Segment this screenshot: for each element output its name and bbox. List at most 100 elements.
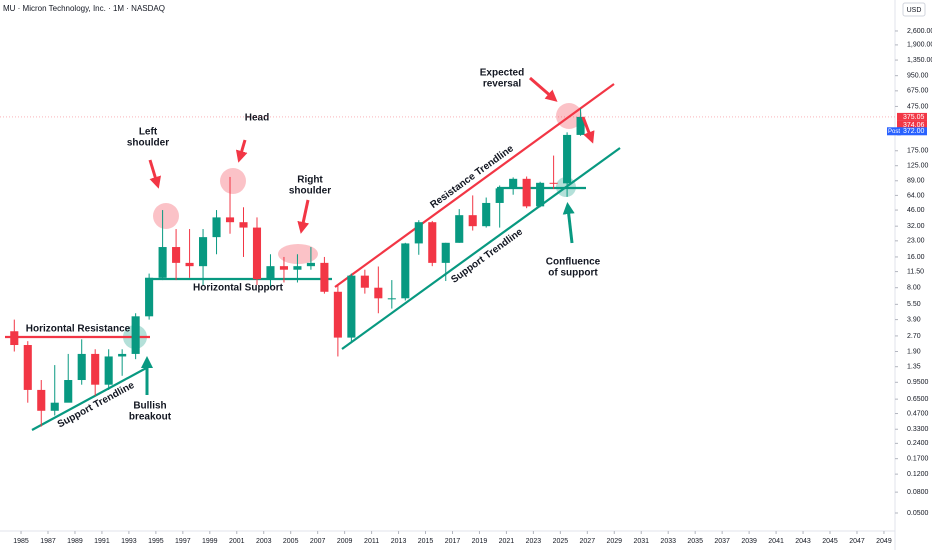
- y-tick-label: 0.9500: [907, 379, 929, 386]
- candle-body: [320, 262, 329, 292]
- arrow: [148, 159, 161, 189]
- candle-body: [333, 291, 342, 338]
- y-tick-label: 0.1200: [907, 471, 929, 478]
- candle-body: [414, 222, 423, 244]
- y-tick-label: 0.6500: [907, 396, 929, 403]
- candle-body: [50, 402, 59, 411]
- candle-body: [482, 202, 491, 227]
- annotation: of support: [548, 268, 598, 279]
- y-tick-label: 0.0500: [907, 510, 929, 517]
- annotation: shoulder: [127, 138, 169, 149]
- x-tick-label: 2001: [229, 538, 245, 545]
- x-tick-label: 2005: [283, 538, 299, 545]
- candle-body: [536, 182, 545, 207]
- arrows: [141, 76, 595, 395]
- candle-body: [279, 266, 288, 270]
- candle-body: [374, 287, 383, 299]
- x-tick-label: 2045: [822, 538, 838, 545]
- x-tick-label: 2019: [472, 538, 488, 545]
- x-tick-label: 2027: [580, 538, 596, 545]
- y-tick-label: 2.70: [907, 333, 921, 340]
- y-tick-label: 1.35: [907, 364, 921, 371]
- arrow: [235, 139, 248, 163]
- candle-body: [172, 247, 181, 263]
- price-tag-label: 375.05: [903, 114, 925, 121]
- candle-body: [455, 215, 464, 243]
- x-tick-label: 2003: [256, 538, 272, 545]
- currency-box[interactable]: [902, 2, 926, 17]
- candle-body: [131, 316, 140, 354]
- x-tick-label: 1987: [40, 538, 56, 545]
- x-tick-label: 1989: [67, 538, 83, 545]
- candle-body: [293, 266, 302, 270]
- arrow: [562, 202, 575, 244]
- candle-body: [158, 247, 167, 278]
- y-tick-label: 89.00: [907, 178, 925, 185]
- annotation: Bullish: [133, 401, 166, 412]
- candle-body: [225, 217, 235, 223]
- y-tick-label: 0.4700: [907, 410, 929, 417]
- support-trendline: [341, 147, 621, 350]
- annotation: Horizontal Support: [193, 283, 284, 294]
- candle-body: [401, 243, 410, 299]
- candle-body: [522, 178, 531, 207]
- y-tick-label: 0.3300: [907, 426, 929, 433]
- candle-body: [37, 389, 46, 411]
- annotation: shoulder: [289, 186, 331, 197]
- y-tick-label: 16.00: [907, 254, 925, 261]
- chart-title: MU · Micron Technology, Inc. · 1M · NASD…: [3, 4, 165, 13]
- candle-body: [360, 275, 369, 288]
- support-trendline: [31, 365, 151, 431]
- x-tick-label: 1993: [121, 538, 137, 545]
- y-tick-label: 175.00: [907, 148, 929, 155]
- x-tick-label: 2025: [553, 538, 569, 545]
- x-tick-label: 2023: [526, 538, 542, 545]
- y-tick-label: 46.00: [907, 207, 925, 214]
- y-tick-label: 11.50: [907, 268, 924, 275]
- candle-body: [104, 356, 113, 385]
- x-tick-label: 2033: [660, 538, 676, 545]
- x-tick-label: 2043: [795, 538, 811, 545]
- y-tick-label: 475.00: [907, 103, 929, 110]
- y-tick-label: 2,600.00: [907, 28, 932, 35]
- x-tick-label: 2041: [768, 538, 784, 545]
- candle-body: [199, 237, 208, 267]
- annotation: Confluence: [546, 257, 601, 268]
- x-tick-label: 2031: [633, 538, 649, 545]
- x-tick-label: 2021: [499, 538, 515, 545]
- post-tag-name-box: [887, 127, 901, 136]
- candle-body: [468, 215, 477, 227]
- candle-body: [549, 182, 558, 184]
- price-tag: [897, 120, 927, 129]
- candles: [10, 108, 585, 427]
- x-tick-label: 1999: [202, 538, 218, 545]
- y-tick-label: 0.2400: [907, 440, 929, 447]
- annotation: Expected: [480, 68, 524, 79]
- x-tick-label: 2037: [714, 538, 730, 545]
- x-tick-label: 1985: [13, 538, 29, 545]
- candle-body: [252, 227, 262, 280]
- y-tick-label: 950.00: [907, 73, 929, 80]
- candle-body: [563, 134, 572, 184]
- candle-body: [347, 275, 356, 338]
- highlight: [278, 244, 318, 264]
- price-tag-label: 374.06: [903, 122, 925, 129]
- annotation: Right: [297, 175, 323, 186]
- x-tick-label: 2047: [849, 538, 865, 545]
- candle-body: [64, 380, 73, 403]
- candle-body: [185, 262, 194, 267]
- candle-body: [91, 353, 100, 385]
- candle-body: [428, 222, 437, 263]
- arrow: [529, 76, 558, 102]
- resistance-trendline: [334, 83, 615, 288]
- currency[interactable]: USD: [907, 7, 922, 14]
- highlight: [153, 203, 179, 229]
- post-tag: [897, 127, 927, 136]
- arrow: [581, 116, 595, 144]
- candle-body: [239, 222, 248, 228]
- candle-body: [10, 331, 19, 346]
- arrow: [297, 199, 310, 234]
- x-tick-label: 1995: [148, 538, 164, 545]
